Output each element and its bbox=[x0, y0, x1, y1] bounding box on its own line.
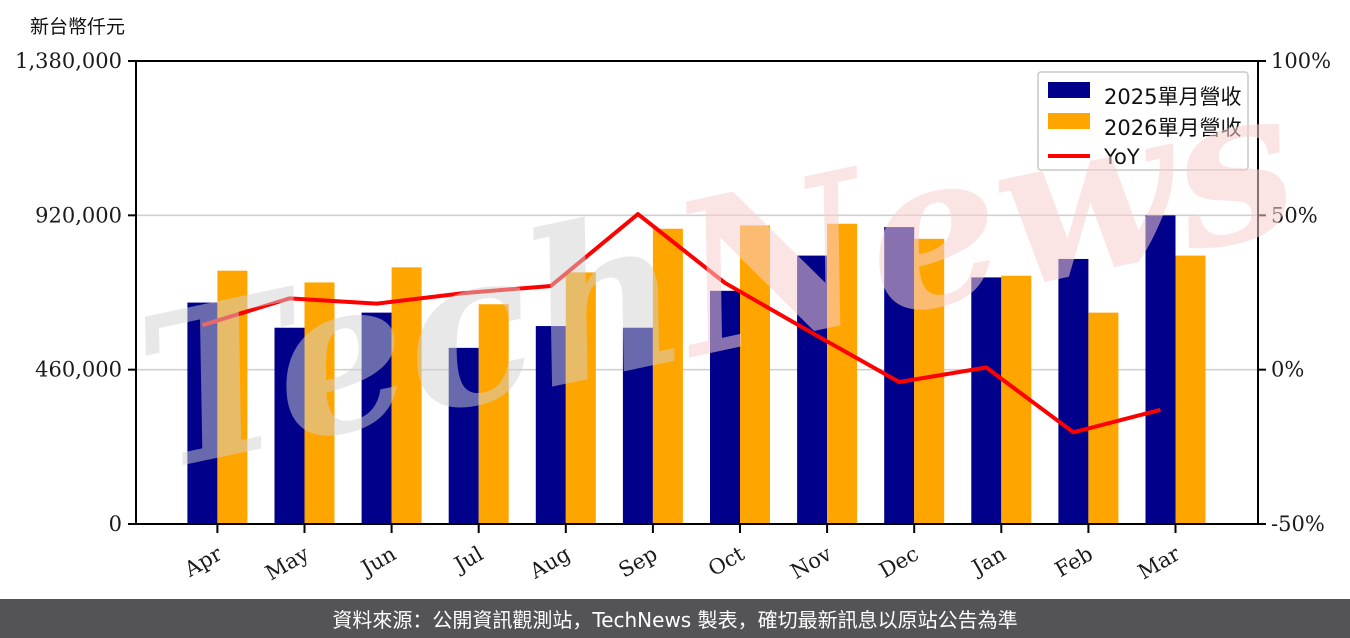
right-tick-label-1: 0% bbox=[1271, 358, 1304, 382]
bar-2026-Sep bbox=[652, 228, 683, 525]
legend-2026-label: 2026單月營收 bbox=[1104, 116, 1241, 140]
bar-2026-Dec bbox=[914, 238, 945, 524]
bar-2026-Aug bbox=[565, 272, 596, 524]
bar-2026-Jan bbox=[1001, 275, 1032, 524]
bar-2025-Jan bbox=[971, 277, 1002, 524]
right-tick-label-0: -50% bbox=[1271, 512, 1325, 536]
bar-2026-Jun bbox=[391, 267, 422, 524]
revenue-chart: 0 460,000 920,000 1,380,000 -50% 0% 50% 100% Apr… bbox=[15, 34, 1331, 585]
yoy-line bbox=[201, 212, 1162, 435]
x-label-Aug: Aug bbox=[525, 542, 574, 584]
left-tick-label-3: 1,380,000 bbox=[15, 49, 122, 73]
x-label-Apr: Apr bbox=[180, 541, 227, 582]
legend-2026-swatch bbox=[1048, 113, 1090, 129]
bar-2026-Oct bbox=[740, 225, 770, 524]
bar-2025-Oct bbox=[710, 290, 740, 524]
legend-box bbox=[1037, 71, 1249, 171]
left-tick-label-0: 0 bbox=[109, 512, 122, 536]
bar-2025-Feb bbox=[1058, 258, 1089, 524]
bar-2025-Jul bbox=[448, 347, 479, 524]
bar-2026-Feb bbox=[1088, 312, 1119, 524]
bar-2025-Sep bbox=[622, 327, 653, 524]
x-label-Sep: Sep bbox=[615, 542, 662, 583]
bar-2026-Mar bbox=[1175, 255, 1206, 524]
bar-2025-Aug bbox=[535, 326, 566, 524]
y-axis-title: 新台幣仟元 bbox=[30, 16, 126, 38]
x-label-Oct: Oct bbox=[704, 541, 749, 581]
x-label-Feb: Feb bbox=[1051, 542, 1097, 582]
bar-2026-Nov bbox=[827, 223, 858, 524]
bar-2025-Nov bbox=[797, 255, 828, 524]
x-label-May: May bbox=[261, 541, 313, 585]
left-tick-label-1: 460,000 bbox=[35, 358, 122, 382]
legend-2025-label: 2025單月營收 bbox=[1104, 85, 1241, 109]
x-label-Mar: Mar bbox=[1134, 541, 1185, 584]
right-tick-label-2: 50% bbox=[1271, 203, 1318, 227]
bar-2026-Jul bbox=[478, 304, 509, 524]
x-label-Nov: Nov bbox=[786, 541, 835, 583]
bar-2025-Jun bbox=[361, 312, 392, 524]
legend-2025-swatch bbox=[1048, 82, 1090, 98]
x-label-Jun: Jun bbox=[356, 542, 400, 582]
x-label-Dec: Dec bbox=[875, 542, 923, 583]
bar-2025-Mar bbox=[1145, 215, 1176, 525]
x-label-Jan: Jan bbox=[966, 542, 1010, 581]
bar-2025-May bbox=[274, 327, 305, 524]
left-tick-label-2: 920,000 bbox=[35, 203, 122, 227]
x-label-Jul: Jul bbox=[449, 541, 488, 577]
plot-border bbox=[135, 60, 1259, 525]
right-tick-label-3: 100% bbox=[1271, 49, 1331, 73]
footer-source-text: 資料來源：公開資訊觀測站，TechNews 製表，確切最新訊息以原站公告為準 bbox=[332, 608, 1018, 632]
bar-2025-Apr bbox=[187, 302, 218, 524]
footer-bar: 資料來源：公開資訊觀測站，TechNews 製表，確切最新訊息以原站公告為準 bbox=[0, 599, 1350, 638]
legend-yoy-label: YoY bbox=[1103, 145, 1140, 169]
bar-2026-May bbox=[304, 282, 335, 524]
